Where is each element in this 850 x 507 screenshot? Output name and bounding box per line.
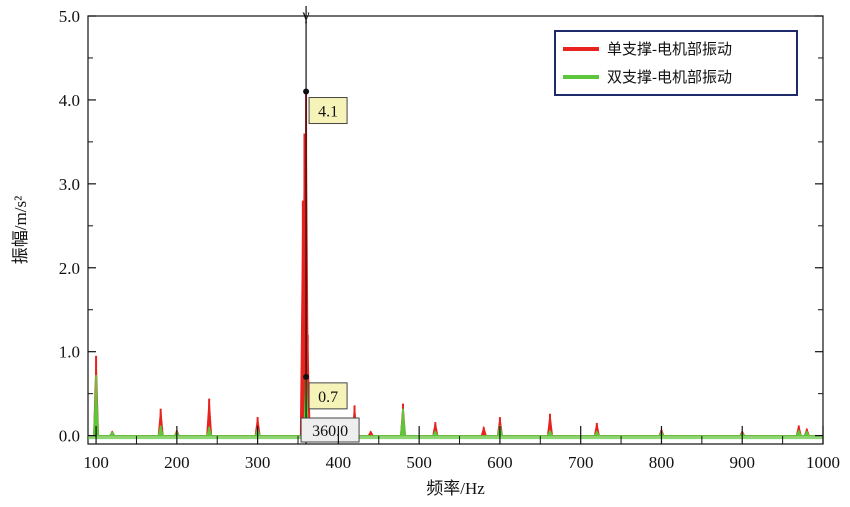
legend-box	[554, 30, 798, 96]
y-tick-label: 3.0	[59, 175, 80, 194]
plot-frame	[87, 15, 824, 445]
x-tick-label: 100	[83, 453, 109, 472]
y-tick-label: 2.0	[59, 259, 80, 278]
cursor-symbol: γ	[302, 7, 310, 24]
y-tick-label: 5.0	[59, 7, 80, 26]
x-tick-label: 700	[568, 453, 594, 472]
x-tick-label: 900	[729, 453, 755, 472]
cursor-marker-dot	[303, 373, 310, 380]
y-tick-label: 0.0	[59, 427, 80, 446]
x-tick-label: 1000	[806, 453, 840, 472]
cursor-marker-dot	[303, 88, 310, 95]
x-tick-label: 800	[649, 453, 675, 472]
y-tick-label: 4.0	[59, 91, 80, 110]
series-1	[88, 91, 823, 437]
y-axis-title: 振幅/m/s²	[11, 196, 30, 264]
y-tick-label: 1.0	[59, 343, 80, 362]
cursor-marker-box	[308, 97, 348, 125]
x-tick-label: 500	[406, 453, 432, 472]
cursor-x-label: 360.0	[312, 423, 348, 440]
legend-label-1: 单支撑-电机部振动	[607, 41, 732, 58]
series-area-1	[88, 91, 823, 437]
cursor-marker-label: 4.1	[318, 104, 338, 121]
x-tick-label: 400	[326, 453, 352, 472]
cursor-marker-box	[308, 382, 348, 410]
legend-label-2: 双支撑-电机部振动	[607, 69, 732, 86]
cursor-x-box	[300, 417, 360, 443]
x-tick-label: 300	[245, 453, 271, 472]
cursor-marker-label: 0.7	[318, 389, 338, 406]
x-tick-label: 200	[164, 453, 190, 472]
x-tick-label: 600	[487, 453, 513, 472]
x-axis-title: 频率/Hz	[426, 479, 485, 498]
series-area-2	[88, 375, 823, 437]
series-2	[88, 375, 823, 437]
